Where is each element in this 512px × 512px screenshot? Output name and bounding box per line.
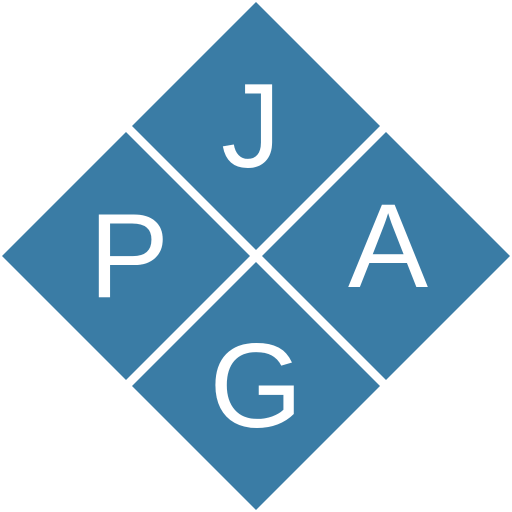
tile-right xyxy=(262,132,510,380)
letter-bottom: G xyxy=(209,319,302,453)
letter-left: P xyxy=(89,189,169,323)
letter-right: A xyxy=(348,179,428,313)
tile-top xyxy=(132,2,380,250)
tile-left xyxy=(2,132,250,380)
tile-bottom xyxy=(132,262,380,510)
letter-top: J xyxy=(221,59,281,193)
